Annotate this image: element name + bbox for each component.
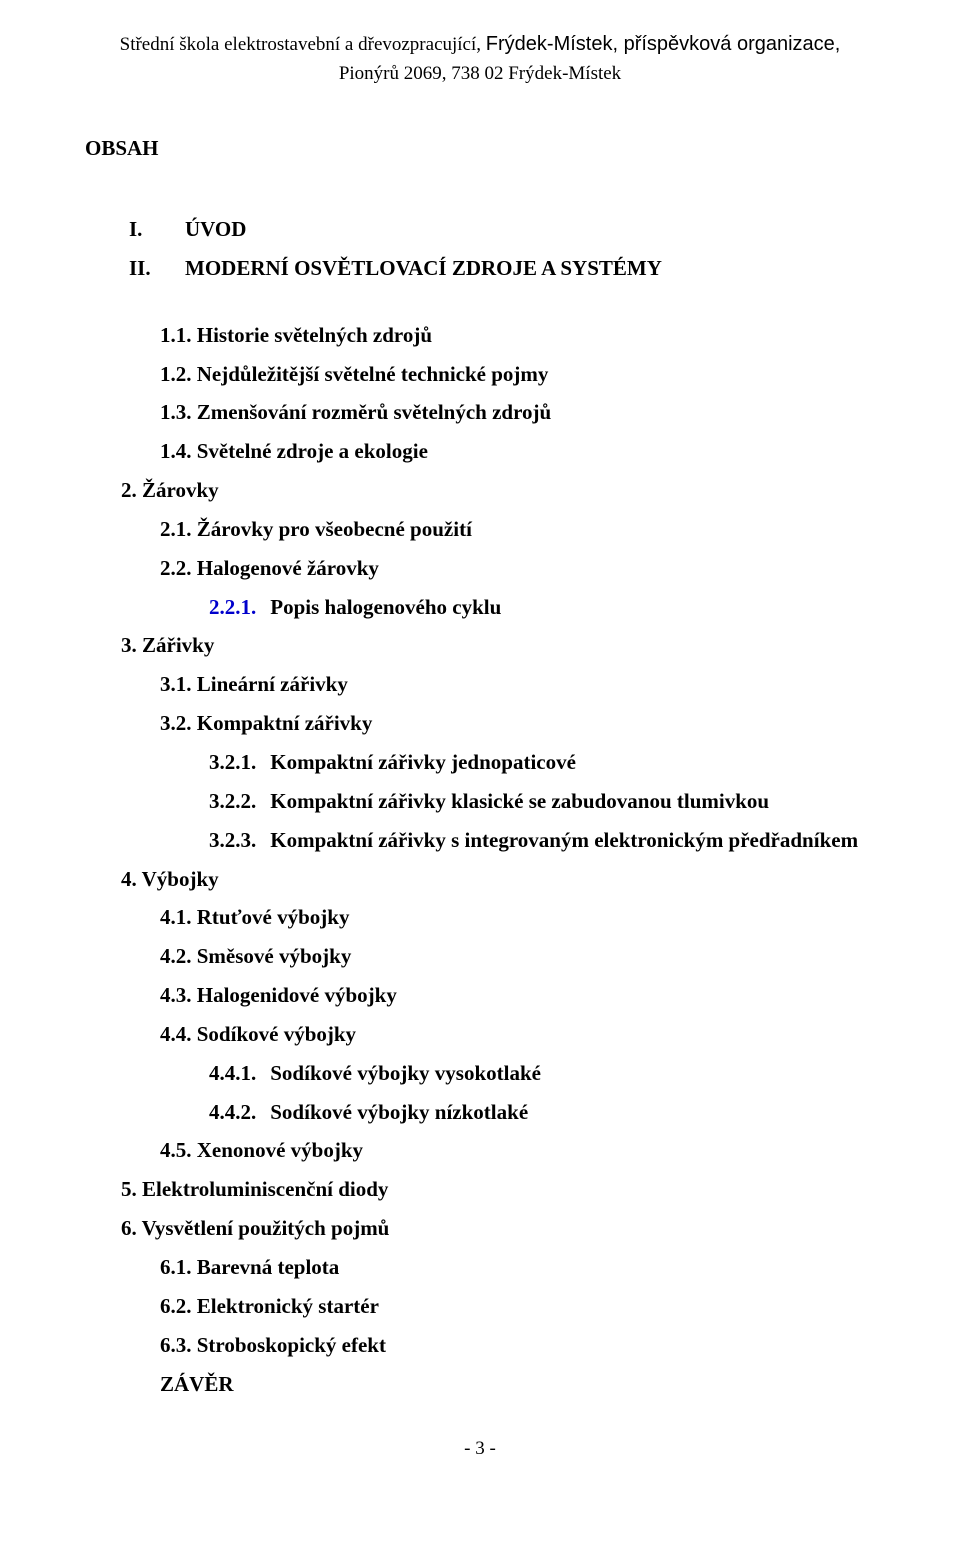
toc-2-2-1: 2.2.1. Popis halogenového cyklu (209, 588, 875, 627)
toc-3-2-1: 3.2.1. Kompaktní zářivky jednopaticové (209, 743, 875, 782)
roman-sections: I. ÚVOD II. MODERNÍ OSVĚTLOVACÍ ZDROJE A… (129, 210, 875, 288)
roman-i-num: I. (129, 210, 185, 249)
toc-2-2: 2.2. Halogenové žárovky (160, 549, 875, 588)
toc-3-2: 3.2. Kompaktní zářivky (160, 704, 875, 743)
roman-item-moderni: II. MODERNÍ OSVĚTLOVACÍ ZDROJE A SYSTÉMY (129, 249, 875, 288)
toc-3: 3. Zářivky (121, 626, 875, 665)
toc-1-1: 1.1. Historie světelných zdrojů (160, 316, 875, 355)
toc-4-4-1-label: Sodíkové výbojky vysokotlaké (270, 1061, 541, 1085)
toc-4-1: 4.1. Rtuťové výbojky (160, 898, 875, 937)
toc-4: 4. Výbojky (121, 860, 875, 899)
header-address: Pionýrů 2069, 738 02 Frýdek-Místek (85, 61, 875, 88)
toc-zaver: ZÁVĚR (160, 1365, 875, 1404)
toc-6-3: 6.3. Stroboskopický efekt (160, 1326, 875, 1365)
toc-3-2-1-label: Kompaktní zářivky jednopaticové (270, 750, 576, 774)
roman-ii-num: II. (129, 249, 185, 288)
roman-i-label: ÚVOD (185, 210, 246, 249)
toc-3-2-3-num: 3.2.3. (209, 821, 265, 860)
toc-4-5: 4.5. Xenonové výbojky (160, 1131, 875, 1170)
document-header: Střední škola elektrostavební a dřevozpr… (85, 30, 875, 87)
toc-4-4: 4.4. Sodíkové výbojky (160, 1015, 875, 1054)
toc-4-2: 4.2. Směsové výbojky (160, 937, 875, 976)
header-location: Frýdek-Místek, příspěvková organizace, (486, 33, 841, 55)
toc-3-2-3-label: Kompaktní zářivky s integrovaným elektro… (270, 828, 858, 852)
toc-3-2-2: 3.2.2. Kompaktní zářivky klasické se zab… (209, 782, 875, 821)
toc-3-2-2-label: Kompaktní zářivky klasické se zabudovano… (270, 789, 769, 813)
page-number: - 3 - (85, 1431, 875, 1466)
toc-1-4: 1.4. Světelné zdroje a ekologie (160, 432, 875, 471)
toc-2-2-1-label: Popis halogenového cyklu (270, 595, 501, 619)
toc-4-4-1: 4.4.1. Sodíkové výbojky vysokotlaké (209, 1054, 875, 1093)
toc-4-4-2-label: Sodíkové výbojky nízkotlaké (270, 1100, 528, 1124)
toc-1-3: 1.3. Zmenšování rozměrů světelných zdroj… (160, 393, 875, 432)
toc-6: 6. Vysvětlení použitých pojmů (121, 1209, 875, 1248)
toc-2-1: 2.1. Žárovky pro všeobecné použití (160, 510, 875, 549)
roman-ii-label: MODERNÍ OSVĚTLOVACÍ ZDROJE A SYSTÉMY (185, 249, 662, 288)
toc-2: 2. Žárovky (121, 471, 875, 510)
toc-3-2-2-num: 3.2.2. (209, 782, 265, 821)
toc-5: 5. Elektroluminiscenční diody (121, 1170, 875, 1209)
toc-6-1: 6.1. Barevná teplota (160, 1248, 875, 1287)
toc-4-4-1-num: 4.4.1. (209, 1054, 265, 1093)
toc-4-4-2: 4.4.2. Sodíkové výbojky nízkotlaké (209, 1093, 875, 1132)
toc-6-2: 6.2. Elektronický startér (160, 1287, 875, 1326)
toc-4-3: 4.3. Halogenidové výbojky (160, 976, 875, 1015)
roman-item-uvod: I. ÚVOD (129, 210, 875, 249)
header-line-1: Střední škola elektrostavební a dřevozpr… (85, 30, 875, 59)
toc-2-2-1-num: 2.2.1. (209, 588, 265, 627)
toc-3-2-1-num: 3.2.1. (209, 743, 265, 782)
page-title: OBSAH (85, 129, 875, 168)
toc-4-4-2-num: 4.4.2. (209, 1093, 265, 1132)
toc-3-2-3: 3.2.3. Kompaktní zářivky s integrovaným … (209, 821, 875, 860)
toc-3-1: 3.1. Lineární zářivky (160, 665, 875, 704)
toc-1-2: 1.2. Nejdůležitější světelné technické p… (160, 355, 875, 394)
header-org-name: Střední škola elektrostavební a dřevozpr… (120, 34, 486, 55)
